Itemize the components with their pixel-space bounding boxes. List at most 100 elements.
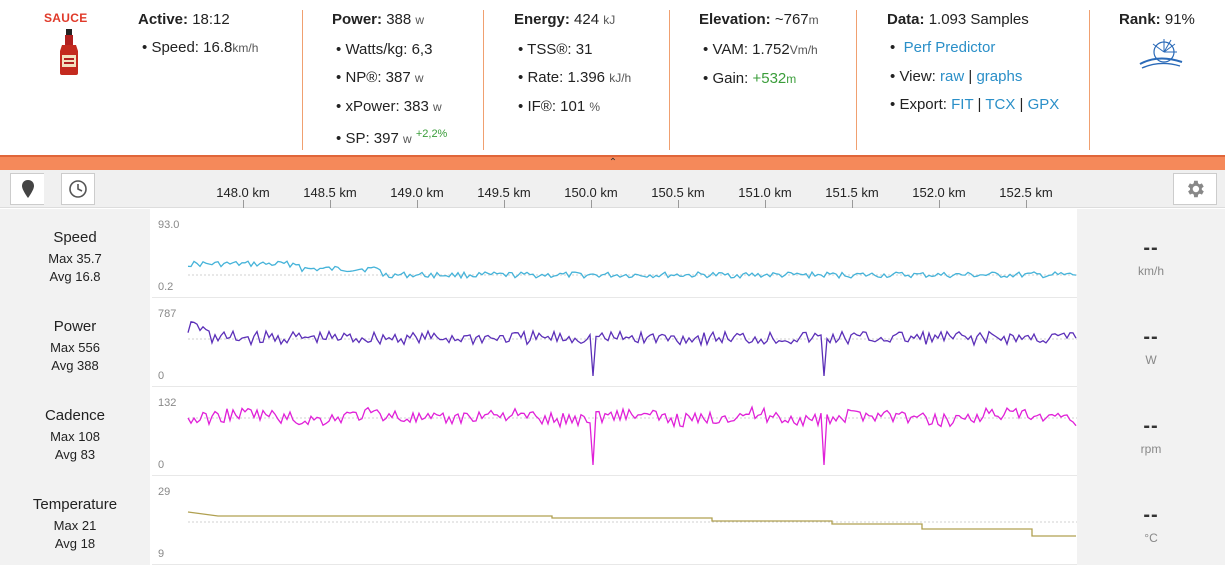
metric-value-panel: -- rpm <box>1077 387 1225 476</box>
rank-badge-icon <box>1139 39 1183 69</box>
axis-tick-mark <box>765 200 766 208</box>
export-gpx-link[interactable]: GPX <box>1027 96 1060 113</box>
metric-unit: W <box>1145 353 1157 367</box>
axis-tick-label: 150.0 km <box>564 185 618 200</box>
metric-plot[interactable]: 787 0 <box>152 298 1077 387</box>
metric-max: Max 35.7 <box>48 251 102 266</box>
if-stat: • IF®: 101 % <box>518 98 601 115</box>
view-item: • View: raw | graphs <box>890 68 1023 85</box>
metric-current-value: -- <box>1143 237 1159 259</box>
axis-tick-label: 148.0 km <box>216 185 270 200</box>
axis-tick-mark <box>852 200 853 208</box>
metric-current-value: -- <box>1143 415 1159 437</box>
metric-label-panel: Temperature Max 21 Avg 18 <box>0 476 150 565</box>
metric-series-line <box>187 321 1077 377</box>
divider <box>856 10 857 150</box>
divider <box>1089 10 1090 150</box>
axis-tick-mark <box>330 200 331 208</box>
metric-name: Speed <box>53 229 97 246</box>
divider <box>483 10 484 150</box>
clock-icon <box>69 180 87 198</box>
gear-icon <box>1188 180 1204 198</box>
axis-tick-label: 151.0 km <box>738 185 792 200</box>
tss-stat: • TSS®: 31 <box>518 41 593 58</box>
active-stat: Active: 18:12 <box>138 11 230 28</box>
metric-current-value: -- <box>1143 326 1159 348</box>
metric-unit: km/h <box>1137 264 1164 278</box>
power-stat: Power: 388 w <box>332 11 425 28</box>
collapse-chevron-icon[interactable]: ⌃ <box>608 157 618 168</box>
rank-stat: Rank: 91% <box>1119 11 1195 28</box>
metric-name: Cadence <box>44 407 106 424</box>
np-stat: • NP®: 387 w <box>336 69 424 86</box>
elevation-stat: Elevation: ~767m <box>699 11 819 28</box>
perf-predictor-link[interactable]: Perf Predictor <box>903 39 996 56</box>
energy-stat: Energy: 424 kJ <box>514 11 616 28</box>
sauce-logo-text: SAUCE <box>44 11 88 25</box>
y-min-label: 0 <box>158 459 165 471</box>
metric-line-chart <box>187 405 1077 466</box>
rate-stat: • Rate: 1.396 kJ/h <box>518 69 632 86</box>
axis-tick-mark <box>417 200 418 208</box>
export-tcx-link[interactable]: TCX <box>985 96 1016 113</box>
metric-row-temperature: Temperature Max 21 Avg 18 29 9 -- °C <box>0 476 1225 565</box>
axis-tick-mark <box>678 200 679 208</box>
metric-plot[interactable]: 29 9 <box>152 476 1077 565</box>
view-raw-link[interactable]: raw <box>940 68 965 85</box>
axis-tick-label: 148.5 km <box>303 185 357 200</box>
axis-tick-label: 152.5 km <box>999 185 1053 200</box>
export-fit-link[interactable]: FIT <box>951 96 974 113</box>
perf-predictor-item: • Perf Predictor <box>890 39 996 56</box>
map-pin-icon <box>21 180 34 198</box>
data-stat: Data: 1.093 Samples <box>887 11 1029 28</box>
metric-series-line <box>187 405 1077 466</box>
divider <box>669 10 670 150</box>
export-item: • Export: FIT | TCX | GPX <box>890 96 1060 113</box>
axis-tick-label: 152.0 km <box>912 185 966 200</box>
axis-tick-label: 149.5 km <box>477 185 531 200</box>
y-max-label: 93.0 <box>158 219 180 231</box>
metric-row-power: Power Max 556 Avg 388 787 0 -- W <box>0 298 1225 387</box>
metric-plot[interactable]: 132 0 <box>152 387 1077 476</box>
metric-name: Temperature <box>32 496 118 513</box>
metric-avg: Avg 388 <box>51 358 99 373</box>
axis-tick-mark <box>591 200 592 208</box>
y-max-label: 29 <box>158 486 171 498</box>
metric-value-panel: -- W <box>1077 298 1225 387</box>
metric-current-value: -- <box>1143 504 1159 526</box>
y-max-label: 132 <box>158 397 177 409</box>
metric-max: Max 21 <box>53 518 97 533</box>
metric-unit: °C <box>1144 531 1158 545</box>
axis-tick-label: 149.0 km <box>390 185 444 200</box>
metric-label-panel: Cadence Max 108 Avg 83 <box>0 387 150 476</box>
view-graphs-link[interactable]: graphs <box>976 68 1023 85</box>
metric-plot[interactable]: 93.0 0.2 <box>152 209 1077 298</box>
metric-line-chart <box>187 511 1077 537</box>
metric-max: Max 108 <box>50 429 100 444</box>
vam-stat: • VAM: 1.752Vm/h <box>703 41 818 58</box>
metric-name: Power <box>53 318 97 335</box>
settings-button[interactable] <box>1173 173 1217 205</box>
metric-label-panel: Speed Max 35.7 Avg 16.8 <box>0 209 150 298</box>
speed-stat: • Speed: 16.8km/h <box>142 39 259 56</box>
metric-row-speed: Speed Max 35.7 Avg 16.8 93.0 0.2 -- km/h <box>0 209 1225 298</box>
metric-label-panel: Power Max 556 Avg 388 <box>0 298 150 387</box>
metric-series-line <box>187 511 1076 537</box>
y-min-label: 9 <box>158 548 165 560</box>
map-pin-button[interactable] <box>10 173 44 205</box>
clock-button[interactable] <box>61 173 95 205</box>
gain-stat: • Gain: +532m <box>703 70 797 87</box>
axis-tick-mark <box>243 200 244 208</box>
xpower-stat: • xPower: 383 w <box>336 98 442 115</box>
y-min-label: 0 <box>158 370 165 382</box>
metric-max: Max 556 <box>50 340 100 355</box>
collapse-bar[interactable] <box>0 155 1225 170</box>
axis-tick-mark <box>504 200 505 208</box>
y-min-label: 0.2 <box>158 281 174 293</box>
watts-kg-stat: • Watts/kg: 6,3 <box>336 41 433 58</box>
metric-avg: Avg 83 <box>54 447 96 462</box>
axis-tick-mark <box>939 200 940 208</box>
y-max-label: 787 <box>158 308 177 320</box>
axis-tick-label: 151.5 km <box>825 185 879 200</box>
sauce-bottle-icon <box>60 29 78 75</box>
